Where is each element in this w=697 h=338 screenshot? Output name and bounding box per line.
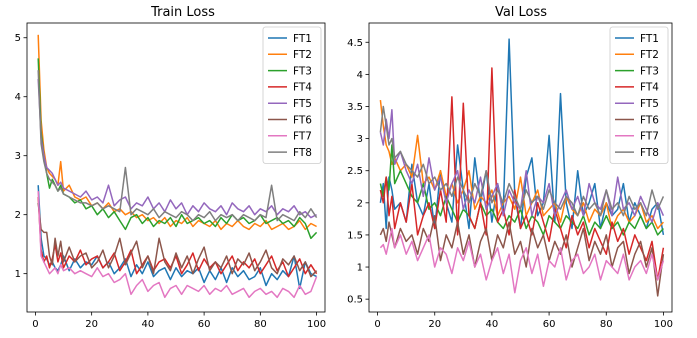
train-y-tick-label: 4 xyxy=(15,92,21,103)
train-series-ft2-line xyxy=(37,34,317,231)
val-series-ft2-line xyxy=(379,100,664,230)
val-legend-label-ft3: FT3 xyxy=(640,65,659,77)
val-loss-title: Val Loss xyxy=(495,5,547,20)
val-series-ft6-line xyxy=(379,214,665,297)
train-y-tick-label: 2 xyxy=(15,210,21,221)
val-series-ft5-line xyxy=(379,108,665,223)
val-y-tick-label: 2.5 xyxy=(347,166,363,177)
val-legend-label-ft2: FT2 xyxy=(640,49,659,61)
val-legend-label-ft7: FT7 xyxy=(640,131,659,143)
train-legend-label-ft7: FT7 xyxy=(293,131,312,143)
train-legend-label-ft8: FT8 xyxy=(293,147,312,159)
val-legend-label-ft4: FT4 xyxy=(640,82,659,94)
val-series-ft4-line xyxy=(379,67,665,281)
train-y-tick-label: 3 xyxy=(15,151,21,162)
val-y-tick-label: 3.5 xyxy=(347,102,363,113)
train-series-ft1-line xyxy=(37,185,317,290)
val-y-tick-label: 4.5 xyxy=(347,38,363,49)
val-x-tick-label: 100 xyxy=(654,319,673,330)
train-series-ft8-line xyxy=(37,70,318,222)
train-x-tick-label: 100 xyxy=(307,319,326,330)
val-legend-label-ft8: FT8 xyxy=(640,147,659,159)
train-loss-title: Train Loss xyxy=(150,5,215,20)
val-legend-box xyxy=(609,26,669,164)
val-x-tick-label: 0 xyxy=(374,319,380,330)
train-legend-label-ft5: FT5 xyxy=(293,98,312,110)
train-x-tick-label: 60 xyxy=(198,319,211,330)
train-x-tick-label: 80 xyxy=(254,319,267,330)
val-x-tick-label: 20 xyxy=(428,319,441,330)
train-x-tick-label: 40 xyxy=(142,319,155,330)
val-series-ft7-line xyxy=(379,227,665,294)
val-y-tick-label: 0.5 xyxy=(347,295,363,306)
train-series-ft7-line xyxy=(37,191,318,299)
val-y-tick-label: 2 xyxy=(357,198,363,209)
train-axes-frame xyxy=(26,22,326,313)
train-legend-box xyxy=(262,26,322,164)
train-y-tick-label: 5 xyxy=(15,33,21,44)
val-x-tick-label: 60 xyxy=(543,319,556,330)
train-legend-label-ft4: FT4 xyxy=(293,82,312,94)
train-legend-label-ft6: FT6 xyxy=(293,114,312,126)
train-x-tick-label: 20 xyxy=(85,319,98,330)
val-y-tick-label: 1 xyxy=(357,263,363,274)
val-y-tick-label: 3 xyxy=(357,134,363,145)
val-y-tick-label: 4 xyxy=(357,70,363,81)
val-loss-chart: Val Loss 0 20 40 60 80 100 0.5 1 1.5 2 2.5 3 3.5 4 4.5… xyxy=(347,5,673,330)
val-axes-frame xyxy=(368,22,673,313)
train-legend: FT1 FT2 FT3 FT4 FT5 FT6 FT7 FT8 xyxy=(262,26,322,164)
train-x-tick-label: 0 xyxy=(32,319,38,330)
train-legend-label-ft1: FT1 xyxy=(293,33,312,45)
val-y-tick-label: 1.5 xyxy=(347,230,363,241)
train-legend-label-ft2: FT2 xyxy=(293,49,312,61)
val-x-tick-label: 40 xyxy=(486,319,499,330)
train-loss-chart: Train Loss 0 20 40 60 80 100 1 2 3 4 5 FT1 FT2 FT3 FT4… xyxy=(15,5,326,330)
val-series-ft8-line xyxy=(379,105,665,217)
train-legend-label-ft3: FT3 xyxy=(293,65,312,77)
train-series-ft6-line xyxy=(37,202,318,278)
val-legend-label-ft6: FT6 xyxy=(640,114,659,126)
train-y-tick-label: 1 xyxy=(15,269,21,280)
val-legend: FT1 FT2 FT3 FT4 FT5 FT6 FT7 FT8 xyxy=(609,26,669,164)
val-x-tick-label: 80 xyxy=(600,319,613,330)
val-legend-label-ft1: FT1 xyxy=(640,33,659,45)
val-legend-label-ft5: FT5 xyxy=(640,98,659,110)
